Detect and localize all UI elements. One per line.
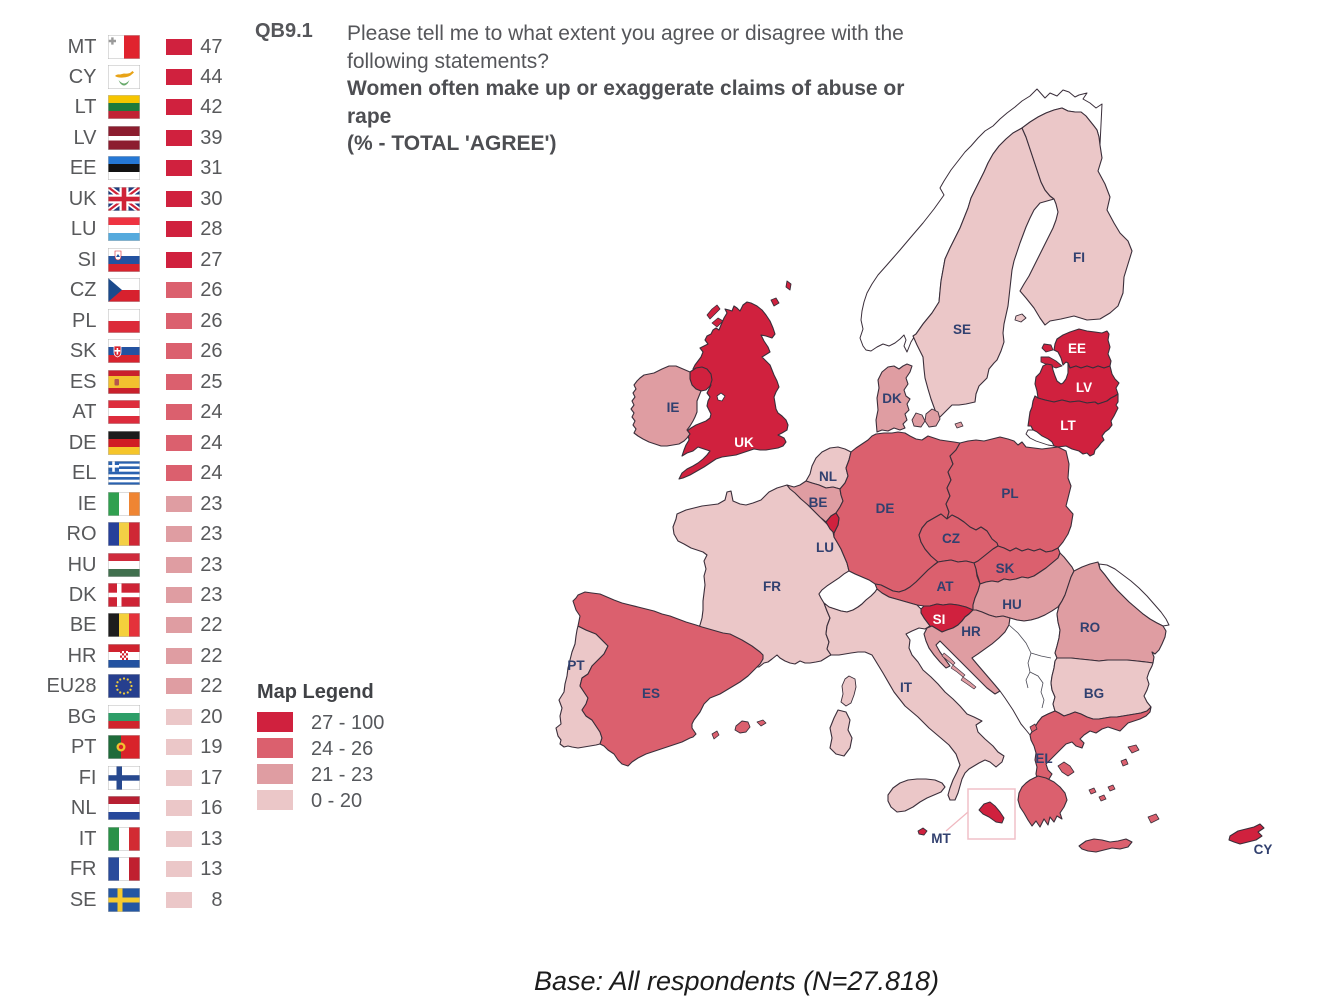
svg-text:UK: UK — [734, 435, 754, 450]
svg-text:CZ: CZ — [942, 531, 960, 546]
svg-text:PL: PL — [1001, 486, 1018, 501]
svg-text:BG: BG — [1084, 686, 1104, 701]
svg-text:MT: MT — [931, 831, 951, 846]
svg-text:ES: ES — [642, 686, 660, 701]
svg-text:HU: HU — [1002, 597, 1022, 612]
svg-text:NL: NL — [819, 469, 837, 484]
svg-text:HR: HR — [961, 624, 981, 639]
svg-text:SK: SK — [996, 561, 1015, 576]
svg-text:LV: LV — [1076, 380, 1092, 395]
svg-text:LT: LT — [1060, 418, 1076, 433]
svg-text:DE: DE — [876, 501, 895, 516]
svg-text:EE: EE — [1068, 341, 1086, 356]
svg-text:SI: SI — [933, 612, 946, 627]
svg-text:IT: IT — [900, 680, 913, 695]
svg-text:IE: IE — [667, 400, 680, 415]
svg-text:FI: FI — [1073, 250, 1085, 265]
svg-text:CY: CY — [1254, 842, 1273, 857]
svg-text:DK: DK — [882, 391, 902, 406]
svg-text:PT: PT — [567, 658, 585, 673]
svg-text:FR: FR — [763, 579, 781, 594]
svg-text:RO: RO — [1080, 620, 1100, 635]
svg-text:AT: AT — [937, 579, 955, 594]
svg-text:BE: BE — [809, 495, 828, 510]
svg-text:SE: SE — [953, 322, 971, 337]
svg-text:LU: LU — [816, 540, 834, 555]
svg-text:EL: EL — [1035, 751, 1052, 766]
